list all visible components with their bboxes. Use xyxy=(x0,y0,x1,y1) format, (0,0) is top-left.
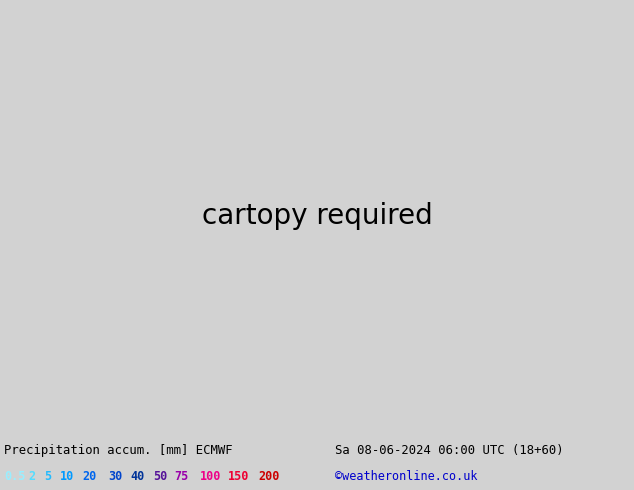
Text: 10: 10 xyxy=(60,469,74,483)
Text: 0.5: 0.5 xyxy=(4,469,25,483)
Text: 5: 5 xyxy=(44,469,51,483)
Text: 100: 100 xyxy=(200,469,221,483)
Text: 20: 20 xyxy=(82,469,96,483)
Text: 150: 150 xyxy=(228,469,249,483)
Text: Sa 08-06-2024 06:00 UTC (18+60): Sa 08-06-2024 06:00 UTC (18+60) xyxy=(335,443,564,457)
Text: 75: 75 xyxy=(174,469,188,483)
Text: 40: 40 xyxy=(130,469,145,483)
Text: 2: 2 xyxy=(28,469,35,483)
Text: cartopy required: cartopy required xyxy=(202,202,432,230)
Text: Precipitation accum. [mm] ECMWF: Precipitation accum. [mm] ECMWF xyxy=(4,443,233,457)
Text: 50: 50 xyxy=(153,469,167,483)
Text: ©weatheronline.co.uk: ©weatheronline.co.uk xyxy=(335,469,477,483)
Text: 200: 200 xyxy=(258,469,280,483)
Text: 30: 30 xyxy=(108,469,122,483)
